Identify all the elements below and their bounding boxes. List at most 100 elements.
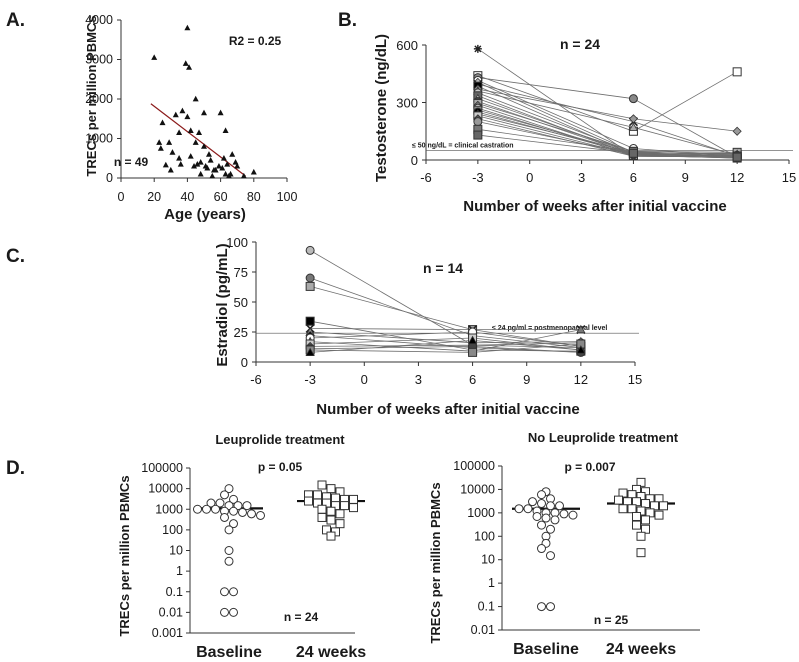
panel-b-series-line	[477, 104, 738, 158]
panel-dl-point	[242, 501, 252, 511]
panel-dl-y-tick-label: 10000	[148, 482, 183, 496]
panel-d-right-n-label: n = 25	[594, 613, 629, 627]
panel-dr-y-tick-label: 10	[481, 553, 495, 567]
panel-b-x-tick-label: 3	[578, 170, 585, 185]
panel-c-y-tick-label: 0	[241, 355, 248, 370]
panel-b-reference-label: ≤ 50 ng/dL = clinical castration	[412, 142, 514, 149]
panel-dl-point	[224, 546, 234, 555]
panel-c-x-tick-label: 9	[523, 372, 530, 387]
panel-a-point	[172, 111, 179, 118]
panel-d-left-axes: 0.001 0.01 0.1 1 10 100 1000 10000 100000 Baselin…	[141, 461, 366, 661]
panel-dr-point	[632, 511, 641, 521]
panel-c-series-point	[468, 347, 478, 357]
panel-a-point	[159, 119, 166, 126]
panel-b-series-point	[473, 44, 482, 53]
panel-b-series-point	[732, 152, 742, 162]
panel-a-point	[177, 160, 184, 167]
panel-dl-point	[220, 490, 229, 500]
panel-a-point	[201, 109, 207, 116]
panel-c-x-tick-label: 15	[628, 372, 642, 387]
panel-dl-point	[326, 506, 336, 516]
panel-a-point	[224, 160, 231, 167]
panel-c-lines	[305, 245, 586, 357]
panel-c-reference-label: ≤ 24 pg/ml = postmenopausal level	[492, 325, 607, 332]
panel-dl-point	[238, 507, 247, 517]
panel-c-axes: -6 -3 0 3 6 9 12 15 0 25 50 75 100 ≤ 24 pg/ml = postm…	[226, 235, 642, 387]
panel-a-point	[184, 113, 191, 120]
panel-a-point	[229, 151, 236, 157]
panel-dr-point	[546, 524, 555, 534]
panel-dl-point	[220, 607, 229, 617]
panel-dr-point	[537, 602, 546, 612]
panel-dr-point	[537, 499, 546, 509]
panel-b-series-line	[477, 109, 738, 157]
panel-c-n-label: n = 14	[423, 260, 463, 276]
panel-dr-point	[541, 513, 551, 523]
panel-dr-point	[555, 501, 564, 511]
panel-a-point	[212, 166, 219, 173]
panel-dr-point	[528, 497, 537, 507]
panel-a-point	[176, 129, 183, 135]
panel-a-point	[215, 162, 222, 169]
panel-c-x-tick-label: 0	[361, 372, 368, 387]
panel-a-point	[182, 60, 189, 66]
panel-a-point	[197, 159, 204, 165]
panel-c-x-tick-label: -6	[250, 372, 262, 387]
panel-b: B. Testosterone (ng/dL) Number of weeks …	[338, 10, 796, 215]
panel-a-point	[194, 160, 201, 167]
panel-a-point	[222, 170, 229, 177]
panel-dr-point	[627, 504, 637, 514]
panel-c-letter: C.	[6, 246, 25, 267]
panel-dr-point	[636, 548, 646, 558]
panel-a-point	[196, 129, 203, 135]
panel-a-point	[201, 143, 207, 149]
panel-a-point	[204, 164, 211, 171]
panel-a-x-tick-label: 20	[147, 190, 161, 204]
panel-d: D. Leuprolide treatment p = 0.05 n = 24 …	[6, 430, 700, 661]
panel-a-x-tick-label: 0	[118, 190, 125, 204]
panel-a-point	[227, 170, 234, 177]
panel-dl-point	[224, 484, 234, 494]
panel-d-left-p-label: p = 0.05	[258, 460, 303, 474]
panel-a-y-tick-label: 3000	[85, 53, 113, 67]
panel-b-x-tick-label: -6	[420, 170, 432, 185]
panel-a-point	[219, 164, 226, 171]
panel-a-point	[187, 127, 194, 133]
panel-a-point	[184, 24, 191, 31]
panel-c-ylabel: Estradiol (pg/mL)	[214, 243, 231, 366]
panel-c-series-point	[305, 316, 315, 326]
panel-dl-point	[229, 519, 238, 529]
panel-a-n-label: n = 49	[114, 155, 149, 169]
panel-b-ylabel: Testosterone (ng/dL)	[373, 34, 390, 182]
panel-dl-point	[229, 587, 238, 597]
panel-c-series-line	[310, 277, 581, 348]
panel-dl-point	[211, 504, 220, 514]
panel-a-y-tick-label: 4000	[85, 13, 113, 27]
panel-b-x-tick-label: 0	[526, 170, 533, 185]
panel-dr-point	[537, 490, 546, 500]
panel-b-y-tick-label: 300	[396, 96, 418, 111]
panel-a-x-tick-label: 60	[214, 190, 228, 204]
panel-b-series-point	[628, 148, 638, 158]
panel-c-y-tick-label: 100	[226, 235, 248, 250]
panel-dr-point	[546, 602, 555, 612]
panel-dr-point	[641, 515, 650, 525]
panel-b-y-tick-label: 0	[411, 153, 418, 168]
panel-a-point	[232, 159, 239, 165]
panel-a-x-tick-label: 40	[180, 190, 194, 204]
panel-dl-point	[317, 480, 327, 490]
panel-a-point	[205, 151, 212, 157]
panel-dl-point	[202, 504, 211, 514]
panel-a-point	[176, 155, 183, 161]
panel-a-point	[240, 172, 247, 179]
panel-dl-point	[304, 496, 313, 506]
panel-a-point	[187, 153, 194, 159]
panel-dl-y-tick-label: 1	[176, 564, 183, 578]
panel-dl-point	[335, 509, 345, 519]
panel-dl-y-tick-label: 0.1	[166, 585, 183, 599]
panel-a-point	[156, 139, 163, 145]
panel-dr-point	[654, 510, 664, 520]
panel-b-series-point	[473, 117, 483, 127]
panel-dr-y-tick-label: 100	[474, 529, 495, 543]
